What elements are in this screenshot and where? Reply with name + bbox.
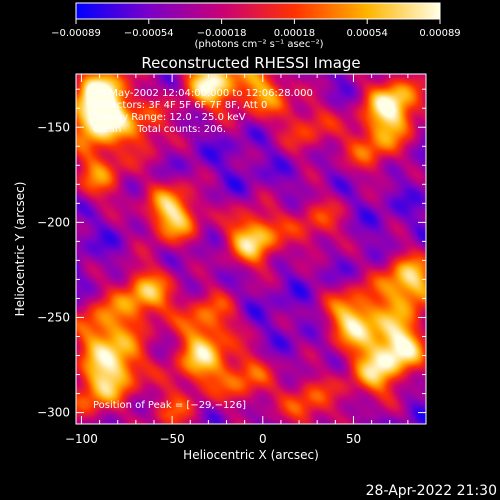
annotation-clean: Clean Total counts: 206. bbox=[93, 124, 226, 135]
x-tick-label: 50 bbox=[346, 432, 361, 446]
colorbar-tick-label: 0.00054 bbox=[347, 28, 388, 39]
y-tick-label: −300 bbox=[37, 406, 70, 420]
heatmap-area bbox=[76, 74, 426, 424]
x-tick-label: −100 bbox=[65, 432, 98, 446]
heatmap-canvas bbox=[76, 74, 426, 424]
y-tick-label: −150 bbox=[37, 120, 70, 134]
colorbar-tick-label: −0.00089 bbox=[51, 28, 101, 39]
y-tick-label: −250 bbox=[37, 310, 70, 324]
x-axis-ticks: −100 −50 0 50 bbox=[65, 74, 427, 446]
annotation-detectors: Detectors: 3F 4F 5F 6F 7F 8F, Att 0 bbox=[93, 100, 267, 111]
x-axis-label: Heliocentric X (arcsec) bbox=[183, 448, 319, 462]
x-tick-label: −50 bbox=[159, 432, 184, 446]
annotations: 28-May-2002 12:04:00.000 to 12:06:28.000… bbox=[93, 88, 313, 411]
y-axis-label: Heliocentric Y (arcsec) bbox=[13, 182, 27, 317]
annotation-time: 28-May-2002 12:04:00.000 to 12:06:28.000 bbox=[93, 88, 313, 99]
y-tick-label: −200 bbox=[37, 215, 70, 229]
timestamp: 28-Apr-2022 21:30 bbox=[366, 483, 497, 499]
colorbar-tick-label: 0.00018 bbox=[274, 28, 315, 39]
colorbar-tick-label: −0.00018 bbox=[197, 28, 247, 39]
annotation-peak: Position of Peak = [−29,−126] bbox=[93, 400, 246, 411]
colorbar-ticks: −0.00089 −0.00054 −0.00018 0.00018 0.00054 0.… bbox=[51, 19, 461, 39]
colorbar: −0.00089 −0.00054 −0.00018 0.00018 0.00054 0.… bbox=[51, 2, 461, 50]
colorbar-tick-label: 0.00089 bbox=[419, 28, 460, 39]
colorbar-units: (photons cm⁻² s⁻¹ asec⁻²) bbox=[194, 39, 323, 50]
x-tick-label: 0 bbox=[259, 432, 267, 446]
colorbar-gradient bbox=[75, 2, 441, 20]
colorbar-tick-label: −0.00054 bbox=[124, 28, 174, 39]
annotation-energy: Energy Range: 12.0 - 25.0 keV bbox=[93, 112, 246, 123]
plot-frame bbox=[75, 73, 427, 425]
chart-title: Reconstructed RHESSI Image bbox=[141, 54, 360, 72]
y-axis-ticks: −150 −200 −250 −300 bbox=[37, 88, 426, 420]
